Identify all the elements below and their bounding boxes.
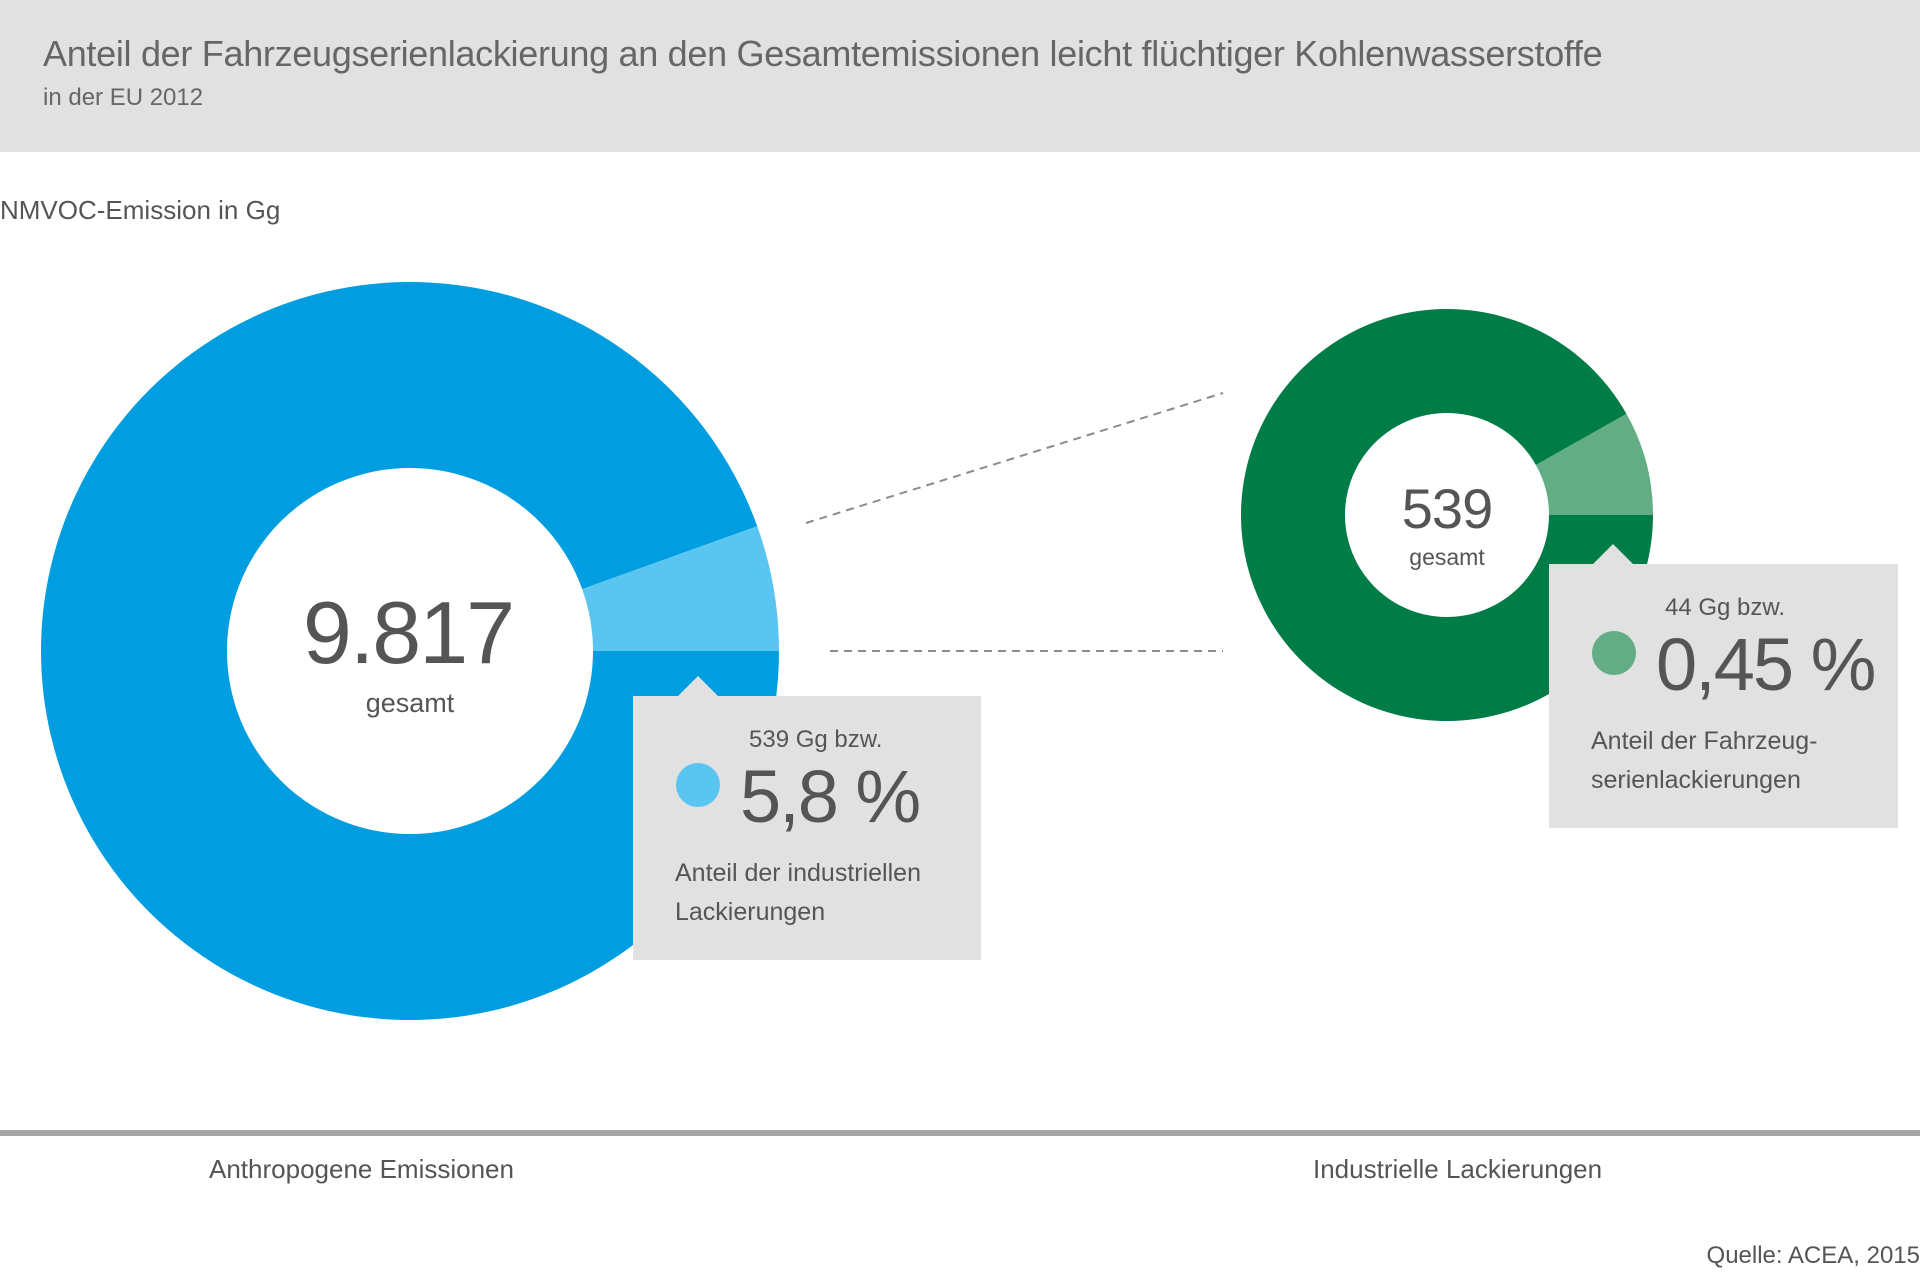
right-callout-amount: 44 Gg bzw. bbox=[1665, 594, 1786, 621]
right-callout-percent: 0,45 % bbox=[1656, 623, 1876, 706]
baseline-divider bbox=[0, 1130, 1920, 1136]
left-highlight-legend-dot bbox=[676, 763, 720, 807]
left-callout-description-line2: Lackierungen bbox=[675, 898, 826, 926]
connector-line-top bbox=[805, 392, 1224, 524]
unit-label: NMVOC-Emission in Gg bbox=[0, 195, 281, 225]
right-callout-description-line2: serienlackierungen bbox=[1591, 766, 1801, 794]
left-callout-percent: 5,8 % bbox=[740, 755, 921, 838]
chart-subtitle: in der EU 2012 bbox=[43, 84, 204, 111]
left-callout: 539 Gg bzw. 5,8 % Anteil der industriell… bbox=[633, 696, 981, 960]
left-callout-description: Anteil der industriellen Lackierungen bbox=[675, 854, 921, 932]
right-callout-description-line1: Anteil der Fahrzeug- bbox=[1591, 727, 1818, 755]
left-donut-main-slice bbox=[41, 281, 779, 1020]
right-category-label: Industrielle Lackierungen bbox=[1313, 1154, 1603, 1184]
right-callout-description: Anteil der Fahrzeug- serienlackierungen bbox=[1591, 722, 1818, 800]
left-callout-description-line1: Anteil der industriellen bbox=[675, 859, 921, 887]
left-category-label: Anthropogene Emissionen bbox=[209, 1154, 514, 1184]
left-donut-total-label: gesamt bbox=[365, 688, 455, 718]
left-donut-total: 9.817 bbox=[302, 583, 515, 682]
right-donut-total-label: gesamt bbox=[1409, 544, 1485, 570]
right-callout-pointer bbox=[1593, 544, 1633, 564]
source-note: Quelle: ACEA, 2015 bbox=[1706, 1242, 1920, 1269]
left-donut-highlight-slice bbox=[582, 526, 779, 651]
right-highlight-legend-dot bbox=[1592, 631, 1636, 675]
right-donut-total: 539 bbox=[1401, 477, 1493, 540]
chart-title: Anteil der Fahrzeugserienlackierung an d… bbox=[43, 33, 1603, 74]
right-callout: 44 Gg bzw. 0,45 % Anteil der Fahrzeug- s… bbox=[1549, 564, 1898, 828]
left-donut bbox=[41, 281, 779, 1020]
chart-header: Anteil der Fahrzeugserienlackierung an d… bbox=[0, 0, 1920, 152]
left-callout-pointer bbox=[678, 676, 718, 696]
right-donut-highlight-slice bbox=[1535, 413, 1653, 515]
left-callout-amount: 539 Gg bzw. bbox=[749, 726, 883, 753]
